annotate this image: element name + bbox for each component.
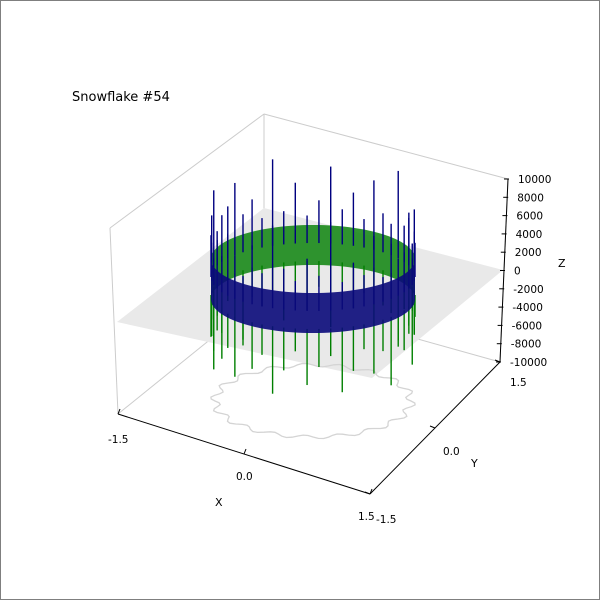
box-edge xyxy=(109,113,265,229)
x-tick-mark xyxy=(243,448,247,455)
box-edge xyxy=(109,227,119,415)
z-tick-label: 10000 xyxy=(518,174,551,186)
z-tick-label: -8000 xyxy=(511,339,542,351)
y-tick-mark xyxy=(429,425,436,429)
y-tick-label: 1.5 xyxy=(510,377,527,389)
x-axis-label: X xyxy=(215,496,223,509)
chart-title: Snowflake #54 xyxy=(72,90,170,105)
floor-shadow-outline xyxy=(210,362,416,440)
y-tick-mark xyxy=(364,491,371,495)
x-tick-label: 1.5 xyxy=(358,511,375,523)
bars-group xyxy=(210,159,416,394)
box-edge xyxy=(263,113,509,180)
y-tick-label: 0.0 xyxy=(443,446,460,458)
z-tick-label: -6000 xyxy=(512,320,543,332)
x-tick-label: 0.0 xyxy=(236,471,253,483)
z-tick-label: -4000 xyxy=(512,302,543,314)
ticks-group: 10000 8000 6000 4000 2000 0 -2000 -4000 -6000 -80… xyxy=(108,174,551,526)
y-tick-mark xyxy=(494,359,501,363)
x-tick-label: -1.5 xyxy=(108,434,129,446)
z-tick-label: -10000 xyxy=(510,357,547,369)
z-axis-label: Z xyxy=(558,257,566,270)
z-tick-label: 0 xyxy=(514,266,521,278)
z-tick-label: -2000 xyxy=(513,284,544,296)
x-tick-mark xyxy=(369,488,373,495)
z-tick-label: 2000 xyxy=(515,247,542,259)
z-tick-label: 8000 xyxy=(517,192,544,204)
y-axis-label: Y xyxy=(470,457,478,470)
y-tick-label: -1.5 xyxy=(376,514,397,526)
z-tick-label: 4000 xyxy=(516,229,543,241)
x-tick-mark xyxy=(117,408,121,415)
ring-band-front xyxy=(211,259,415,333)
z-tick-label: 6000 xyxy=(516,211,543,223)
